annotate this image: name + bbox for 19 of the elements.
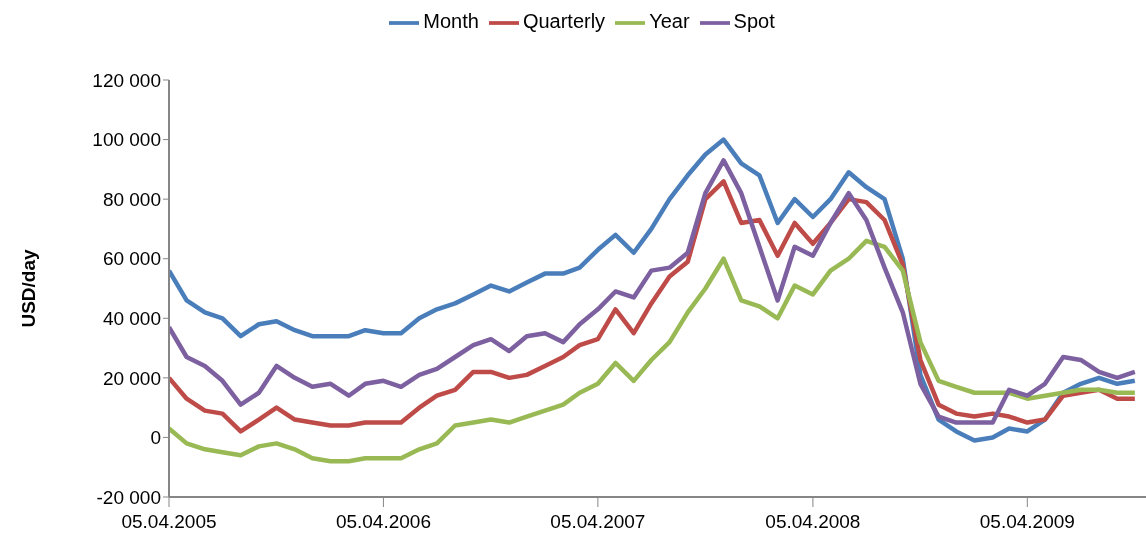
line-series (169, 238, 1138, 464)
legend-label: Month (423, 10, 479, 33)
x-tick-label: 05.04.2005 (121, 511, 217, 533)
x-tick-label: 05.04.2007 (550, 511, 646, 533)
y-tick-label: 100 000 (92, 129, 161, 151)
y-tick-label: 40 000 (102, 308, 161, 330)
legend-label: Year (649, 10, 690, 33)
y-tick-label: 80 000 (102, 188, 161, 210)
x-tick-label: 05.04.2008 (765, 511, 861, 533)
y-tick-label: 60 000 (102, 248, 161, 270)
legend-label: Quarterly (522, 10, 606, 33)
y-axis-title: USD/day (17, 249, 39, 328)
y-tick-label: 20 000 (102, 367, 161, 389)
legend-label: Spot (733, 10, 775, 33)
x-tick-label: 05.04.2009 (979, 511, 1075, 533)
y-tick-label: -20 000 (96, 486, 161, 508)
x-tick-label: 05.04.2006 (335, 511, 431, 533)
y-tick-label: 120 000 (92, 69, 161, 91)
y-tick-label: 0 (150, 427, 161, 449)
